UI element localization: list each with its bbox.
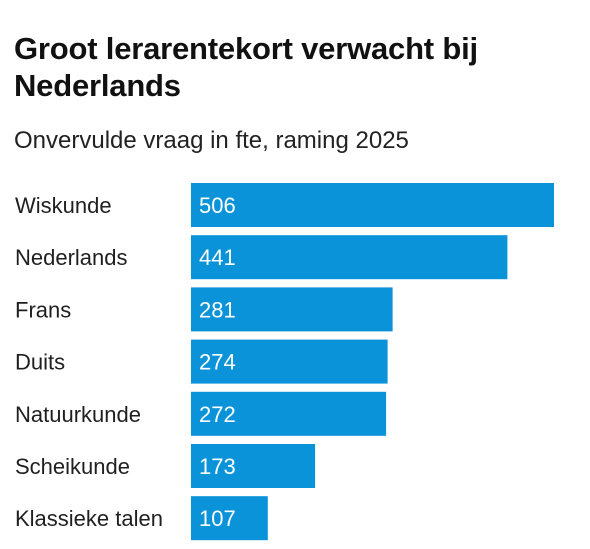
value-label-natuurkunde: 272 <box>199 402 236 427</box>
category-label-klassieke-talen: Klassieke talen <box>15 506 163 531</box>
bar-duits <box>191 339 388 384</box>
value-label-klassieke-talen: 107 <box>199 506 236 531</box>
chart-title: Groot lerarentekort verwacht bij Nederla… <box>14 31 478 103</box>
bar-scheikunde <box>191 444 316 488</box>
category-label-wiskunde: Wiskunde <box>15 193 112 218</box>
chart-subtitle: Onvervulde vraag in fte, raming 2025 <box>14 127 409 154</box>
bar-nederlands <box>191 235 508 280</box>
bar-klassieke-talen <box>191 496 268 541</box>
bar-natuurkunde <box>191 391 387 436</box>
value-label-frans: 281 <box>199 297 236 322</box>
category-label-scheikunde: Scheikunde <box>15 454 130 479</box>
category-label-frans: Frans <box>15 297 71 322</box>
category-label-duits: Duits <box>15 350 65 375</box>
bars-group: Wiskunde 506 Nederlands 441 Frans 281 Duits 274… <box>15 183 554 541</box>
value-label-nederlands: 441 <box>199 245 236 270</box>
value-label-duits: 274 <box>199 350 236 375</box>
bar-wiskunde <box>191 183 554 227</box>
category-label-nederlands: Nederlands <box>15 245 128 270</box>
bar-frans <box>191 287 393 332</box>
value-label-wiskunde: 506 <box>199 193 236 218</box>
category-label-natuurkunde: Natuurkunde <box>15 402 141 427</box>
value-label-scheikunde: 173 <box>199 454 236 479</box>
